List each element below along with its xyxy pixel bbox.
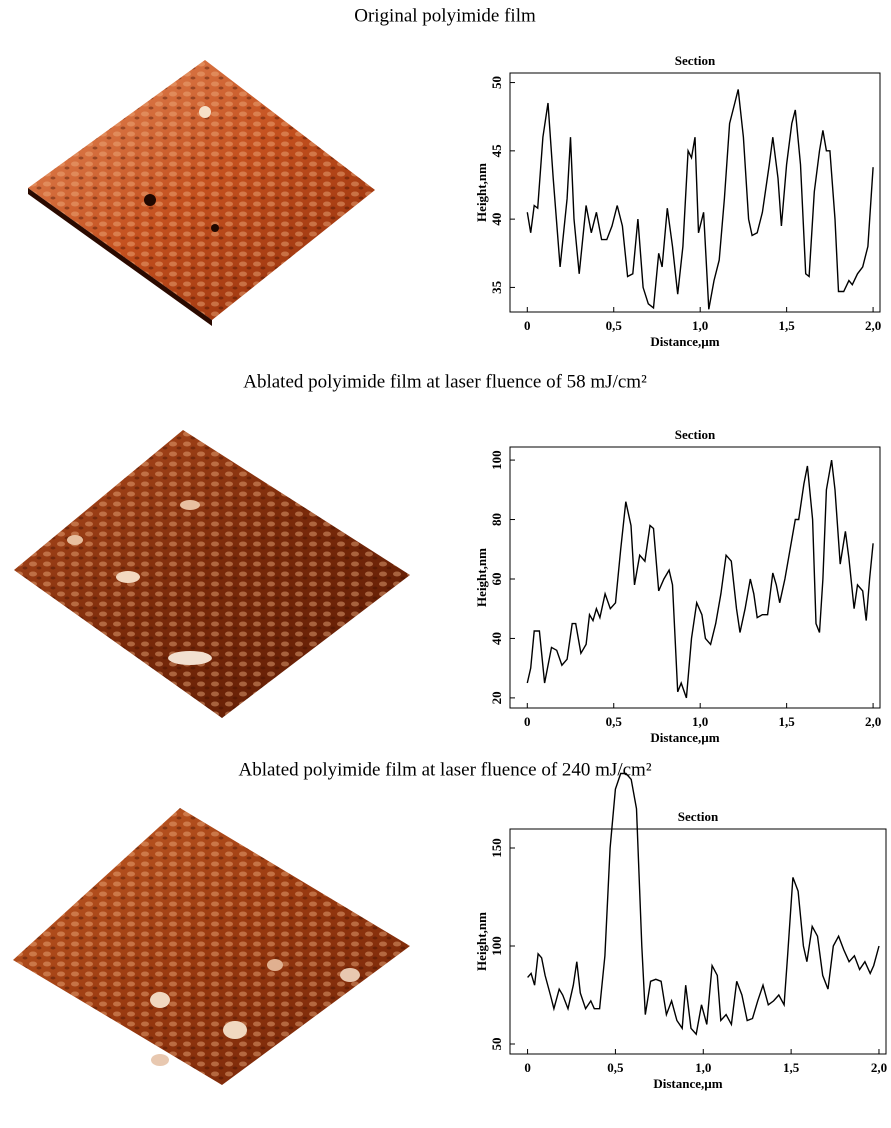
x-tick-label: 1,5 xyxy=(783,1060,800,1075)
y-tick-label: 40 xyxy=(489,632,504,645)
afm-image xyxy=(28,60,375,326)
x-tick-label: 0 xyxy=(524,318,531,333)
chart-title: Section xyxy=(678,809,719,824)
y-tick-label: 20 xyxy=(489,691,504,704)
x-tick-label: 0 xyxy=(524,1060,531,1075)
y-tick-label: 50 xyxy=(489,76,504,89)
x-axis-label: Distance,µm xyxy=(650,334,719,349)
plot-frame xyxy=(509,828,887,1055)
y-tick-label: 40 xyxy=(489,213,504,226)
chart-title: Section xyxy=(675,427,716,442)
data-line xyxy=(527,772,880,1036)
x-tick-label: 0 xyxy=(524,714,531,729)
y-axis-label: Height,nm xyxy=(474,912,489,971)
chart-title: Section xyxy=(675,53,716,68)
x-tick-label: 2,0 xyxy=(865,714,881,729)
x-tick-label: 0,5 xyxy=(606,318,623,333)
x-tick-label: 0,5 xyxy=(606,714,623,729)
y-tick-label: 35 xyxy=(489,280,504,294)
x-axis-label: Distance,µm xyxy=(653,1076,722,1091)
x-axis-label: Distance,µm xyxy=(650,730,719,745)
y-tick-label: 50 xyxy=(489,1038,504,1051)
y-tick-label: 100 xyxy=(489,936,504,956)
y-tick-label: 100 xyxy=(489,450,504,470)
y-tick-label: 60 xyxy=(489,572,504,585)
afm-image xyxy=(14,430,410,718)
panel-caption: Ablated polyimide film at laser fluence … xyxy=(243,371,647,392)
y-axis-label: Height,nm xyxy=(474,163,489,222)
data-line xyxy=(526,459,874,699)
y-tick-label: 150 xyxy=(489,838,504,858)
data-line xyxy=(526,89,874,310)
afm-image xyxy=(13,808,410,1085)
x-tick-label: 2,0 xyxy=(871,1060,887,1075)
x-tick-label: 1,0 xyxy=(695,1060,711,1075)
x-tick-label: 1,0 xyxy=(692,318,708,333)
x-tick-label: 1,0 xyxy=(692,714,708,729)
x-tick-label: 0,5 xyxy=(607,1060,624,1075)
x-tick-label: 1,5 xyxy=(779,714,796,729)
x-tick-label: 2,0 xyxy=(865,318,881,333)
plot-frame xyxy=(509,446,881,709)
y-tick-label: 80 xyxy=(489,513,504,526)
y-axis-label: Height,nm xyxy=(474,548,489,607)
panel-caption: Original polyimide film xyxy=(354,5,536,26)
y-tick-label: 45 xyxy=(489,144,504,158)
x-tick-label: 1,5 xyxy=(779,318,796,333)
panel-caption: Ablated polyimide film at laser fluence … xyxy=(238,759,651,780)
plot-frame xyxy=(509,72,881,313)
